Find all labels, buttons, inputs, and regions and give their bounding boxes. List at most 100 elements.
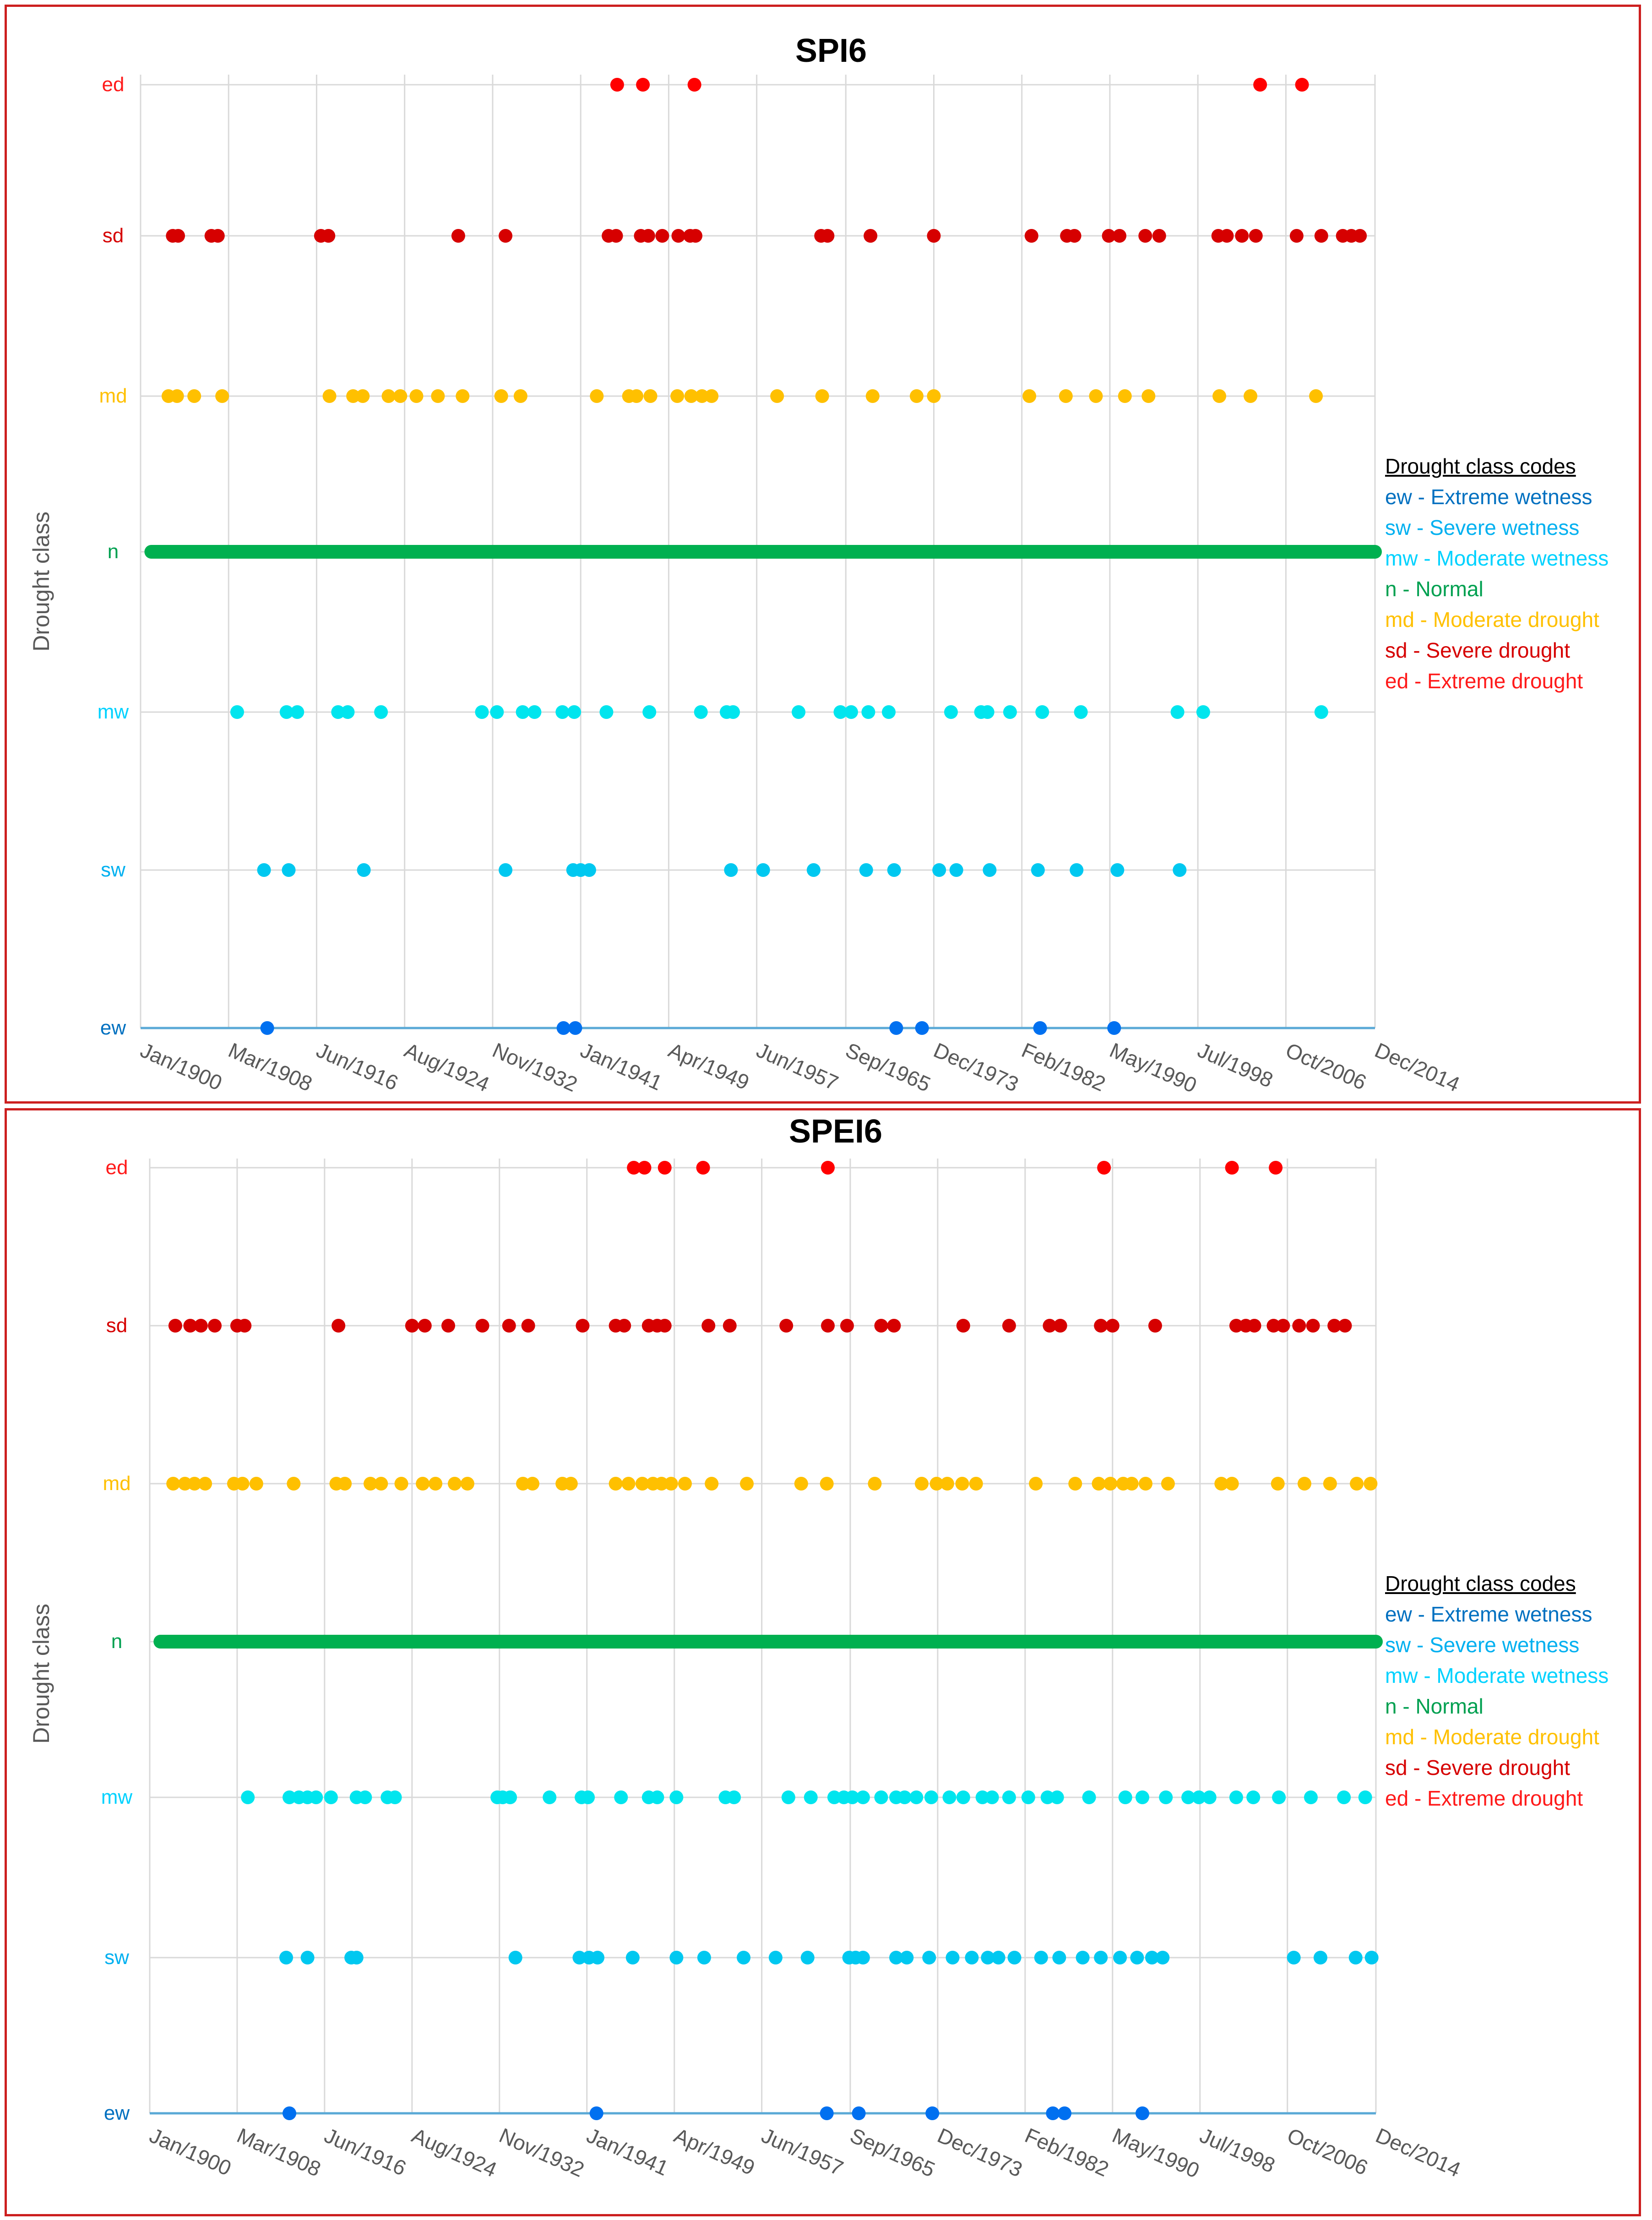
point-sw: [859, 863, 873, 877]
y-tick-label-sw: sw: [101, 859, 125, 881]
point-mw: [1136, 1790, 1150, 1804]
point-md: [695, 389, 709, 403]
point-sw: [508, 1951, 522, 1964]
point-md: [590, 389, 604, 403]
point-sd: [689, 229, 703, 243]
point-sw: [1110, 863, 1125, 877]
x-tick-label: Dec/1973: [930, 1038, 1022, 1097]
legend-item-ed: ed - Extreme drought: [1385, 669, 1583, 693]
point-sd: [1067, 229, 1081, 243]
point-md: [322, 389, 337, 403]
point-sw: [981, 1951, 995, 1964]
point-ew: [889, 1021, 903, 1035]
point-mw: [642, 705, 657, 719]
x-tick-label: Apr/1949: [671, 2123, 759, 2180]
point-mw: [1035, 705, 1049, 719]
point-mw: [374, 705, 388, 719]
point-mw: [490, 705, 504, 719]
x-tick-label: Jan/1900: [137, 1038, 226, 1095]
point-sd: [1276, 1319, 1290, 1333]
x-tick-label: Nov/1932: [489, 1038, 581, 1097]
point-mw: [882, 705, 896, 719]
spei6-legend: Drought class codes ew - Extreme wetness…: [1385, 1568, 1609, 1814]
point-sw: [1173, 863, 1187, 877]
point-mw: [475, 705, 489, 719]
point-sd: [821, 229, 835, 243]
point-sw: [1076, 1951, 1090, 1964]
point-sw: [983, 863, 997, 877]
point-sw: [1145, 1951, 1159, 1964]
point-md: [927, 389, 941, 403]
point-mw: [1202, 1790, 1217, 1804]
point-md: [794, 1477, 808, 1491]
point-sd: [1247, 1319, 1261, 1333]
point-mw: [1040, 1790, 1054, 1804]
point-sw: [1364, 1951, 1379, 1964]
point-sd: [1266, 1319, 1281, 1333]
point-md: [1022, 389, 1037, 403]
point-mw: [324, 1790, 338, 1804]
point-md: [940, 1477, 954, 1491]
point-md: [1029, 1477, 1043, 1491]
point-mw: [985, 1790, 999, 1804]
point-sd: [1094, 1319, 1108, 1333]
x-tick-label: Jun/1916: [313, 1038, 402, 1095]
point-sd: [1113, 229, 1127, 243]
point-sd: [194, 1319, 208, 1333]
point-sw: [800, 1951, 815, 1964]
point-mw: [956, 1790, 970, 1804]
point-md: [705, 1477, 719, 1491]
point-md: [1297, 1477, 1311, 1491]
point-sd: [183, 1319, 197, 1333]
point-mw: [924, 1790, 938, 1804]
x-tick-label: Feb/1982: [1022, 2123, 1113, 2182]
point-sd: [1148, 1319, 1162, 1333]
point-md: [564, 1477, 578, 1491]
point-mw: [283, 1790, 297, 1804]
point-sd: [1306, 1319, 1320, 1333]
point-sw: [1113, 1951, 1127, 1964]
point-md: [1225, 1477, 1239, 1491]
point-md: [187, 1477, 201, 1491]
point-sw: [724, 863, 738, 877]
y-tick-label-n: n: [111, 1630, 122, 1653]
point-sd: [441, 1319, 456, 1333]
point-sd: [1235, 229, 1249, 243]
y-tick-label-ed: ed: [102, 73, 125, 96]
point-sd: [864, 229, 878, 243]
point-ew: [1033, 1021, 1047, 1035]
point-sw: [1130, 1951, 1144, 1964]
point-sd: [1338, 1319, 1352, 1333]
point-md: [393, 389, 408, 403]
point-mw: [726, 705, 740, 719]
point-sd: [521, 1319, 535, 1333]
point-sd: [1043, 1319, 1057, 1333]
point-md: [868, 1477, 882, 1491]
point-mw: [599, 705, 614, 719]
point-ed: [1225, 1161, 1239, 1175]
point-mw: [1358, 1790, 1372, 1804]
point-mw: [861, 705, 875, 719]
legend-item-sd: sd - Severe drought: [1385, 638, 1570, 662]
point-sw: [932, 863, 946, 877]
point-mw: [792, 705, 806, 719]
point-ew: [283, 2106, 297, 2120]
point-md: [456, 389, 470, 403]
point-mw: [331, 705, 345, 719]
point-sw: [922, 1951, 936, 1964]
point-mw: [1050, 1790, 1064, 1804]
point-md: [1309, 389, 1323, 403]
point-sd: [658, 1319, 672, 1333]
point-sw: [1052, 1951, 1066, 1964]
point-sd: [1327, 1319, 1342, 1333]
point-md: [409, 389, 424, 403]
point-md: [740, 1477, 754, 1491]
point-ed: [1097, 1161, 1111, 1175]
point-sw: [806, 863, 821, 877]
point-mw: [944, 705, 958, 719]
point-sd: [1002, 1319, 1016, 1333]
point-md: [643, 389, 658, 403]
point-ew: [589, 2106, 603, 2120]
x-tick-label: Feb/1982: [1018, 1038, 1109, 1096]
x-tick-label: Jan/1900: [146, 2123, 235, 2180]
